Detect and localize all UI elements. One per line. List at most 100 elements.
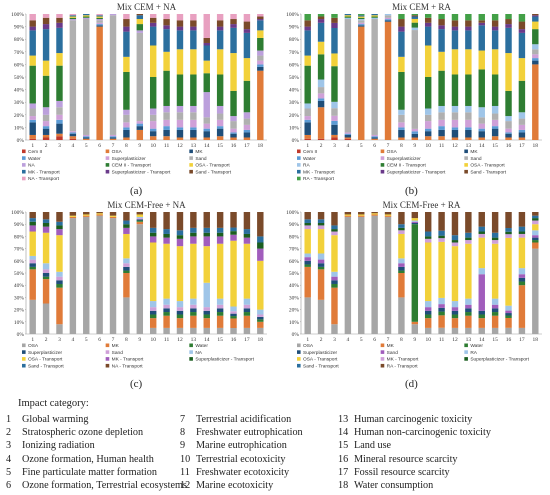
bar-segment [371, 214, 378, 216]
bar-segment [216, 14, 224, 21]
bar-segment [42, 263, 50, 270]
bar-segment [56, 276, 63, 281]
bar-segment [358, 22, 365, 25]
bar-segment [123, 14, 130, 20]
legend-swatch [380, 169, 385, 174]
chart-panel-d: Mix CEM-Free + RA 0% 10% 20% 30% 40% 50% 60% 70%… [275, 198, 550, 378]
bar-segment [176, 238, 184, 247]
legend-label: MK - Transport [28, 169, 60, 175]
bar-segment [149, 128, 157, 132]
bar-segment [42, 14, 50, 18]
bar-segment [203, 318, 210, 328]
legend-label: CEM II - Transport [387, 163, 427, 169]
bar-segment [384, 15, 392, 18]
bar-segment [344, 133, 352, 135]
bar-segment [505, 212, 512, 229]
bar-segment [465, 315, 472, 328]
y-tick-label: 40% [14, 88, 25, 94]
impact-category-label: Freshwater eutrophication [196, 427, 303, 439]
chart-title: Mix CEM-Free + NA [107, 200, 186, 210]
bar-segment [398, 14, 405, 20]
impact-category-number: 5 [6, 466, 12, 478]
bar-segment [491, 237, 499, 241]
bar-segment [69, 20, 77, 132]
bar-segment [505, 90, 512, 117]
bar-segment [216, 105, 224, 114]
legend-swatch [22, 176, 26, 181]
impact-category-label: Human non-carcinogenic toxicity [354, 427, 491, 439]
bar-segment [69, 138, 77, 140]
y-tick-label: 20% [289, 113, 300, 119]
bar-segment [438, 29, 445, 52]
legend-swatch [464, 357, 468, 361]
bar-segment [56, 65, 63, 101]
bar-segment [424, 45, 432, 77]
bar-segment [83, 214, 90, 216]
bar-segment [190, 30, 197, 50]
bar-segment [451, 129, 459, 138]
bar-segment [304, 108, 311, 117]
legend-swatch [105, 357, 110, 361]
legend-swatch [297, 363, 301, 368]
bar-segment [42, 121, 50, 127]
x-tick-label: 9 [413, 337, 416, 343]
bar-segment [532, 64, 539, 140]
bar-segment [56, 22, 63, 28]
impact-category-number: 18 [338, 480, 349, 491]
bar-segment [230, 27, 237, 54]
bar-segment [69, 131, 77, 133]
x-tick-label: 17 [244, 337, 250, 343]
y-tick-label: 60% [14, 62, 25, 68]
bar-segment [384, 216, 392, 334]
bar-segment [56, 27, 63, 54]
bar-segment [465, 112, 472, 120]
bar-segment [163, 29, 170, 52]
caption-a: (a) [130, 185, 143, 197]
bar-segment [109, 134, 117, 137]
impact-category-number: 6 [6, 480, 12, 491]
bar-segment [478, 107, 485, 118]
bar-segment [384, 19, 392, 21]
x-tick-label: 16 [231, 143, 237, 149]
bar-segment [398, 19, 405, 27]
bar-segment [203, 117, 210, 124]
bar-segment [465, 237, 472, 241]
bar-segment [56, 100, 63, 108]
bar-segment [190, 119, 197, 128]
bar-segment [203, 137, 210, 140]
bar-segment [257, 327, 264, 334]
legend-swatch [189, 169, 193, 174]
bar-segment [317, 212, 325, 220]
bar-segment [123, 220, 130, 225]
bar-segment [411, 212, 419, 219]
bar-segment [518, 21, 526, 30]
bar-segment [56, 280, 63, 284]
bar-segment [398, 273, 405, 298]
bar-segment [411, 131, 419, 134]
impact-category-label: Global warming [22, 414, 89, 425]
x-tick-label: 9 [138, 337, 141, 343]
bar-segment [478, 310, 485, 315]
bar-segment [176, 246, 184, 302]
bar-segment [230, 227, 237, 232]
y-tick-label: 80% [14, 37, 25, 43]
impact-category-label: Ionizing radiation [22, 440, 95, 452]
bar-segment [451, 301, 459, 308]
legend-swatch [297, 357, 301, 361]
legend-swatch [380, 357, 385, 361]
bar-segment [176, 212, 184, 231]
bar-segment [518, 124, 526, 130]
bar-segment [243, 298, 251, 305]
bar-segment [491, 298, 499, 305]
bar-segment [518, 29, 526, 33]
bar-segment [331, 212, 338, 226]
legend-label: OSA [28, 343, 39, 349]
legend-swatch [189, 163, 193, 167]
bar-segment [190, 227, 197, 233]
bar-segment [411, 15, 419, 17]
x-tick-label: 16 [506, 337, 512, 343]
bar-segment [83, 216, 90, 334]
bar-segment [83, 15, 90, 17]
legend-swatch [297, 149, 301, 154]
legend-swatch [380, 149, 385, 154]
